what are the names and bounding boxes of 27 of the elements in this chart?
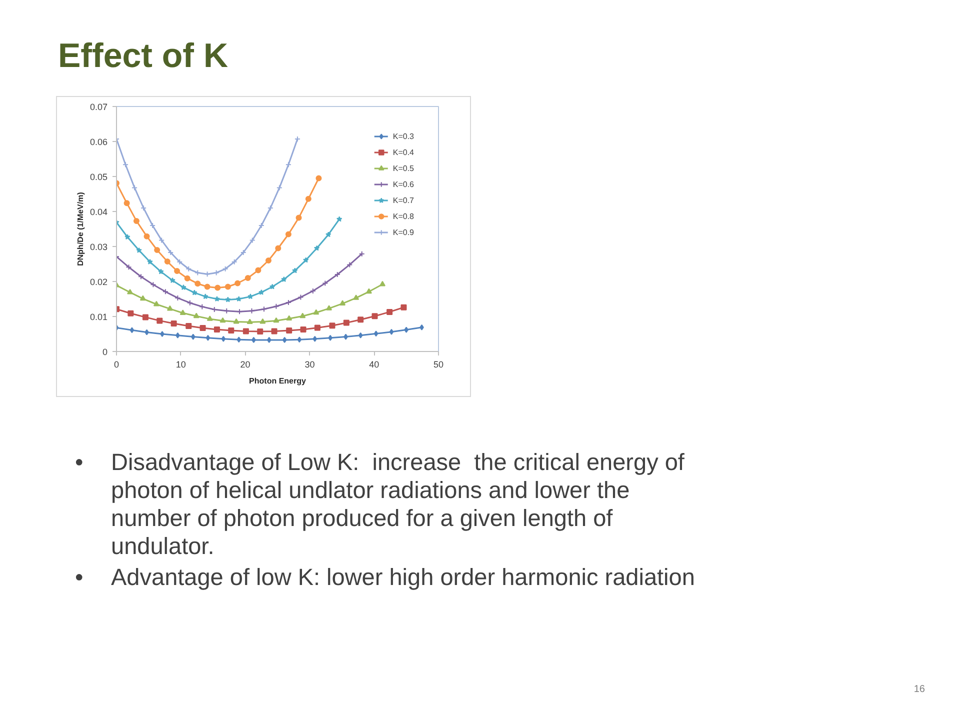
legend-label: K=0.5 [392,162,414,174]
y-tick-label: 0.05 [90,172,108,182]
text: • Advantage of low K: lower high order harmonic radiation [75,563,696,591]
x-tick-label: 10 [176,360,186,370]
legend-label: K=0.7 [392,194,414,206]
chart-title: Effect of K [57,36,228,76]
legend-label: K=0.6 [392,178,414,190]
y-tick-label: 0.03 [90,242,108,252]
x-tick-label: 30 [304,360,315,370]
legend-label: K=0.8 [392,210,414,222]
y-axis-title: DNph/De (1/MeV/m) [76,192,85,266]
y-tick-label: 0.07 [90,102,108,112]
y-tick-label: 0 [102,347,108,357]
legend-label: K=0.4 [392,146,414,158]
x-tick-label: 50 [433,360,444,370]
y-tick-label: 0.02 [90,277,108,287]
y-tick-label: 0.04 [90,207,108,217]
x-tick-label: 0 [114,360,120,370]
y-tick-label: 0.06 [90,137,108,147]
text: • Disadvantage of Low K: increase the critical energy of photon of helical undlator radiations and lower the number of photon produced for a given length of undulator. [75,448,686,560]
x-tick-label: 40 [369,360,380,370]
legend-label: K=0.9 [392,226,414,238]
y-tick-label: 0.01 [90,312,108,322]
x-axis-title: Photon Energy [249,376,306,386]
text: 16 [912,683,925,697]
x-tick-label: 20 [240,360,250,370]
legend-label: K=0.3 [392,130,414,142]
